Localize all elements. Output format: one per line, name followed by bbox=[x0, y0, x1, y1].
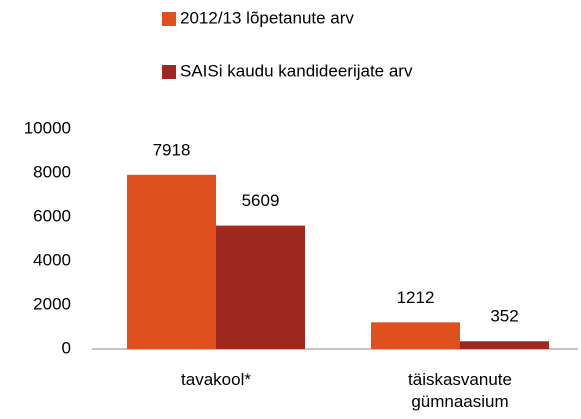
legend-label: SAISi kaudu kandideerijate arv bbox=[180, 61, 413, 80]
legend-label: 2012/13 lõpetanute arv bbox=[180, 8, 354, 27]
y-tick-label: 6000 bbox=[33, 206, 71, 225]
value-label: 5609 bbox=[242, 191, 280, 210]
x-tick-label: täiskasvanute gümnaasium bbox=[408, 370, 512, 411]
y-tick-label: 8000 bbox=[33, 162, 71, 181]
value-label: 352 bbox=[490, 307, 518, 326]
y-tick-label: 2000 bbox=[33, 294, 71, 313]
bar bbox=[216, 225, 305, 349]
value-label: 1212 bbox=[397, 288, 435, 307]
value-label: 7918 bbox=[153, 140, 191, 159]
x-tick-label: tavakool* bbox=[181, 370, 251, 389]
y-tick-label: 4000 bbox=[33, 250, 71, 269]
legend-swatch bbox=[162, 12, 176, 26]
bar bbox=[127, 174, 216, 349]
bar bbox=[371, 322, 460, 349]
legend-swatch bbox=[162, 65, 176, 79]
y-tick-label: 0 bbox=[62, 338, 71, 357]
y-tick-label: 10000 bbox=[24, 118, 71, 137]
bar bbox=[460, 341, 549, 349]
